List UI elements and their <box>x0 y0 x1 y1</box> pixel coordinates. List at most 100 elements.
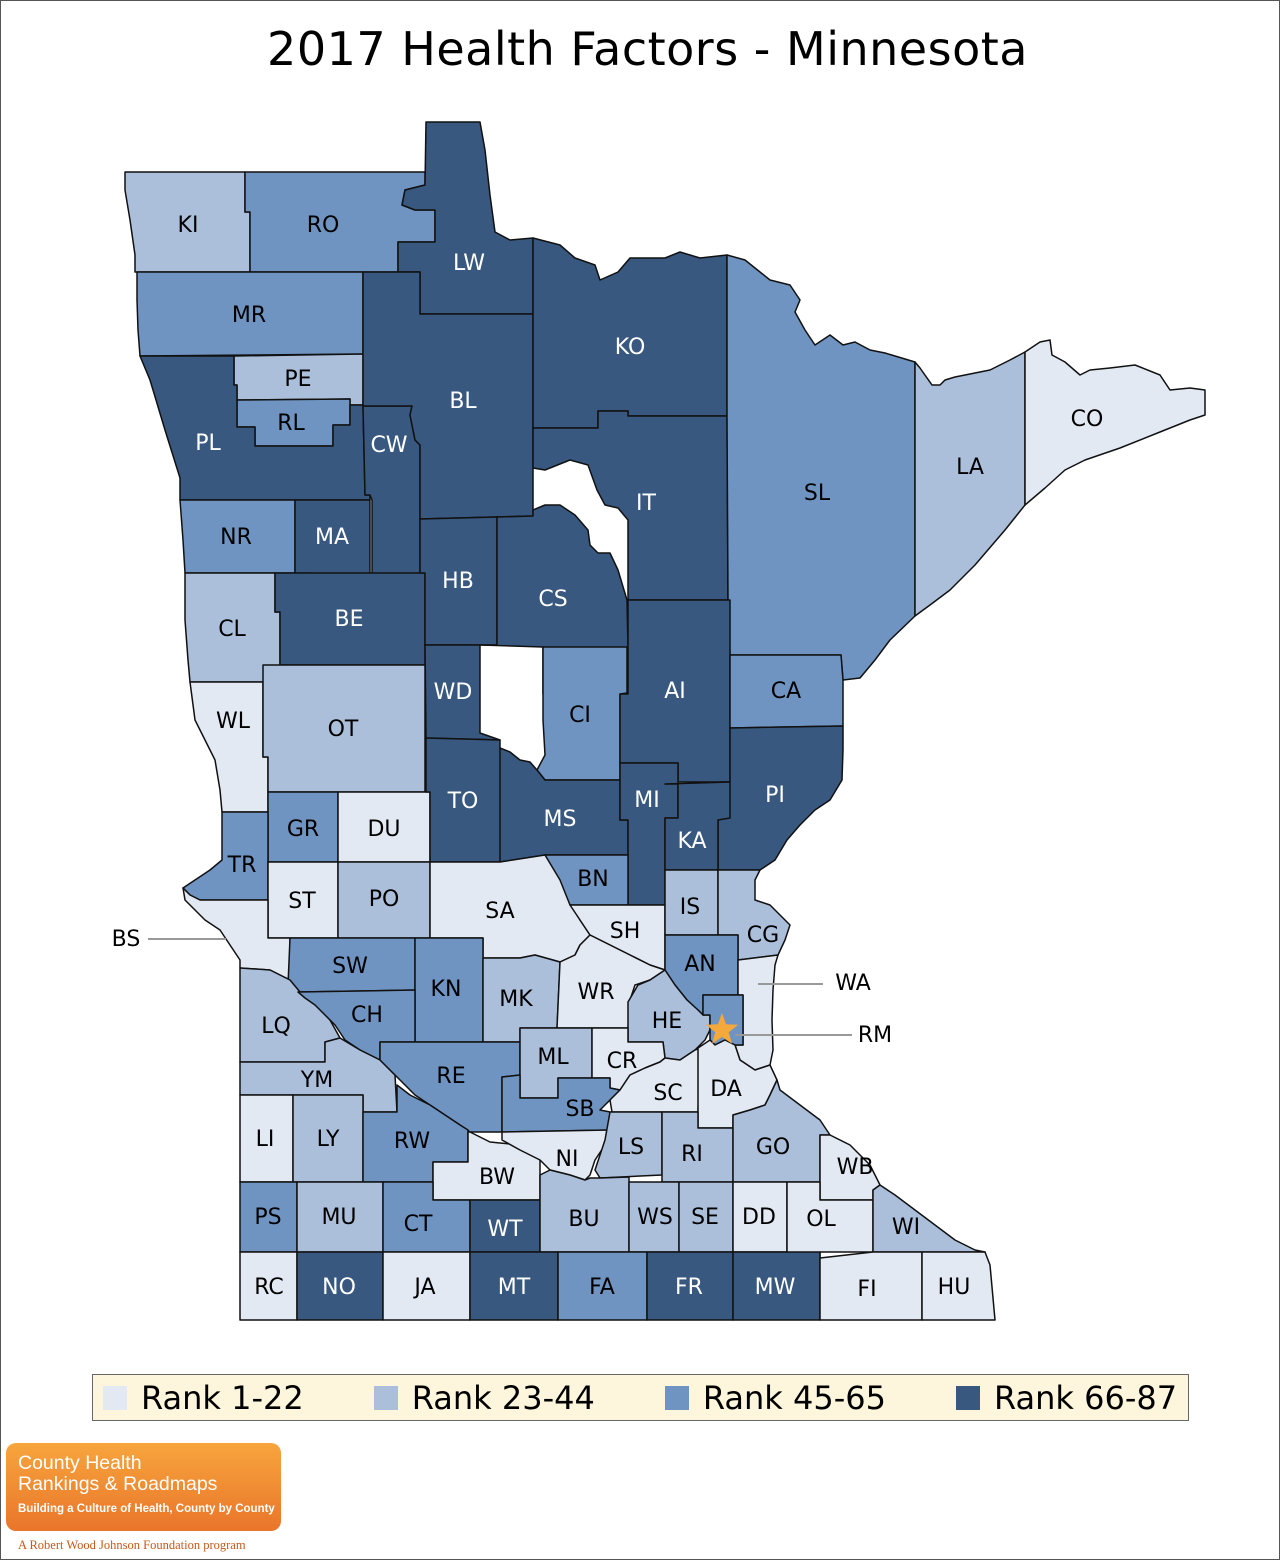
county-label: MA <box>315 525 349 550</box>
county-label: ML <box>537 1045 569 1070</box>
county-label: FR <box>675 1275 703 1300</box>
legend-label: Rank 23-44 <box>411 1378 595 1417</box>
county-wi <box>872 1184 986 1253</box>
county-label: ST <box>288 889 316 914</box>
callout-label: BS <box>112 927 141 952</box>
legend-swatch <box>664 1385 689 1410</box>
county-la <box>914 351 1026 617</box>
county-label: IT <box>636 491 656 516</box>
county-label: LS <box>618 1135 644 1160</box>
county-label: RE <box>436 1064 465 1089</box>
county-label: CT <box>404 1212 433 1237</box>
callout-label: WA <box>835 971 871 996</box>
legend-label: Rank 1-22 <box>141 1378 304 1417</box>
county-label: AN <box>684 952 716 977</box>
callout-layer: BS WA RM <box>112 927 892 1048</box>
county-label: LW <box>453 251 485 276</box>
county-label: SW <box>332 954 368 979</box>
legend-item: Rank 66-87 <box>955 1378 1178 1417</box>
logo-line-2: Rankings & Roadmaps <box>18 1473 218 1495</box>
county-label: YM <box>300 1068 333 1093</box>
county-label: KO <box>615 335 646 360</box>
county-label: TR <box>227 853 257 878</box>
county-label: PS <box>254 1205 281 1230</box>
legend-item: Rank 1-22 <box>103 1379 304 1417</box>
county-label: NR <box>220 525 252 550</box>
county-label: HB <box>442 569 474 594</box>
logo-subtitle: A Robert Wood Johnson Foundation program <box>18 1538 246 1552</box>
map-title: 2017 Health Factors - Minnesota <box>267 22 1028 76</box>
county-label: SH <box>610 919 641 944</box>
logo-tagline: Building a Culture of Health, County by … <box>18 1503 275 1515</box>
county-label: NI <box>556 1147 579 1172</box>
county-label: CW <box>370 433 407 458</box>
county-label: MK <box>499 987 533 1012</box>
county-label: WL <box>216 709 251 734</box>
legend: Rank 1-22 Rank 23-44 Rank 45-65 Rank 66-87 <box>92 1374 1189 1421</box>
county-label: SA <box>485 899 514 924</box>
county-hu <box>921 1251 996 1321</box>
county-label: SB <box>565 1097 594 1122</box>
logo-line-1: County Health <box>18 1452 142 1474</box>
legend-label: Rank 45-65 <box>702 1378 886 1417</box>
county-ko <box>532 237 728 429</box>
county-label: SC <box>653 1081 682 1106</box>
county-label: WT <box>487 1217 523 1242</box>
county-label: PO <box>369 887 400 912</box>
legend-item: Rank 23-44 <box>373 1378 595 1417</box>
county-label: HE <box>652 1009 682 1034</box>
county-label: WB <box>837 1155 874 1180</box>
callout-label: RM <box>858 1023 892 1048</box>
county-label: RO <box>307 213 340 238</box>
county-label: MW <box>755 1275 796 1300</box>
county-label: PI <box>765 783 785 808</box>
county-label: MI <box>634 788 659 813</box>
county-label: MT <box>498 1275 531 1300</box>
county-label: RW <box>394 1129 430 1154</box>
county-label: PL <box>195 431 221 456</box>
county-label: GR <box>287 817 319 842</box>
county-label: WI <box>892 1215 920 1240</box>
legend-label: Rank 66-87 <box>993 1378 1178 1417</box>
county-label: MR <box>232 303 266 328</box>
county-pl <box>139 355 371 501</box>
county-label: CS <box>538 587 567 612</box>
county-label: RL <box>277 411 305 436</box>
county-label: CH <box>351 1003 383 1028</box>
county-label: KN <box>431 977 462 1002</box>
legend-swatch <box>103 1385 127 1410</box>
county-label: CO <box>1071 407 1104 432</box>
county-label: OT <box>328 717 359 742</box>
county-label: NO <box>322 1275 356 1300</box>
county-layer <box>124 121 1206 1321</box>
county-label: RC <box>254 1275 284 1300</box>
county-label: BE <box>335 607 364 632</box>
chrr-logo: County Health Rankings & Roadmaps Buildi… <box>6 1443 281 1531</box>
county-label: LY <box>317 1127 340 1152</box>
county-it <box>532 410 729 601</box>
county-label: FI <box>857 1277 876 1302</box>
county-label: LI <box>256 1127 275 1152</box>
legend-item: Rank 45-65 <box>664 1378 886 1417</box>
county-co <box>1024 339 1206 506</box>
county-label: CG <box>747 923 779 948</box>
county-label: BW <box>479 1165 515 1190</box>
county-cw <box>362 405 421 575</box>
county-label: CL <box>218 617 246 642</box>
county-label: SL <box>804 481 831 506</box>
county-label: BU <box>568 1207 599 1232</box>
county-label: WD <box>434 680 473 705</box>
county-label: CR <box>607 1049 638 1074</box>
county-label: DU <box>367 817 400 842</box>
county-label: FA <box>589 1275 615 1300</box>
county-label: WS <box>637 1205 673 1230</box>
county-label: IS <box>680 895 700 920</box>
county-label: GO <box>756 1135 790 1160</box>
county-label: DA <box>710 1077 742 1102</box>
county-label: AI <box>664 679 686 704</box>
county-label: BN <box>577 867 609 892</box>
county-label: WR <box>577 980 614 1005</box>
county-sb <box>501 1074 621 1133</box>
county-wd <box>424 644 501 741</box>
star-icon <box>705 1013 739 1044</box>
